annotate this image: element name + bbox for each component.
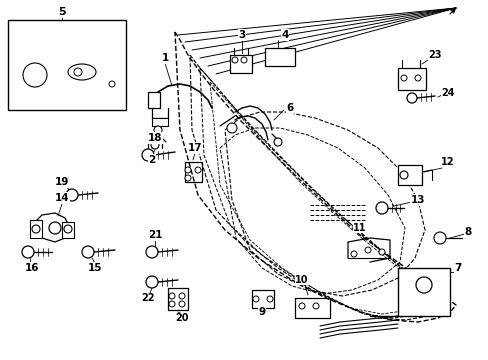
Circle shape bbox=[179, 293, 184, 299]
Circle shape bbox=[231, 57, 238, 63]
Text: 16: 16 bbox=[25, 263, 39, 273]
Bar bbox=[8, 20, 126, 110]
Bar bbox=[397, 268, 449, 316]
Circle shape bbox=[241, 57, 246, 63]
Text: 12: 12 bbox=[440, 157, 454, 167]
Text: 24: 24 bbox=[440, 88, 454, 98]
Text: 10: 10 bbox=[295, 275, 308, 285]
Ellipse shape bbox=[68, 64, 96, 80]
Circle shape bbox=[433, 232, 445, 244]
Circle shape bbox=[226, 123, 237, 133]
Text: 23: 23 bbox=[427, 50, 441, 60]
Circle shape bbox=[400, 75, 406, 81]
Circle shape bbox=[184, 167, 191, 173]
Circle shape bbox=[64, 225, 72, 233]
Text: 7: 7 bbox=[453, 263, 461, 273]
Circle shape bbox=[22, 246, 34, 258]
Text: 13: 13 bbox=[410, 195, 425, 205]
Bar bbox=[264, 48, 294, 66]
Text: 1: 1 bbox=[161, 53, 168, 63]
Bar bbox=[229, 55, 251, 73]
Circle shape bbox=[298, 303, 305, 309]
Text: 6: 6 bbox=[286, 103, 293, 113]
Text: 4: 4 bbox=[281, 30, 288, 40]
Bar bbox=[152, 118, 168, 126]
Text: 21: 21 bbox=[147, 230, 162, 240]
Circle shape bbox=[406, 93, 416, 103]
Bar bbox=[397, 165, 421, 185]
Circle shape bbox=[378, 249, 384, 255]
Circle shape bbox=[169, 293, 175, 299]
Circle shape bbox=[146, 246, 158, 258]
Circle shape bbox=[350, 251, 356, 257]
Circle shape bbox=[375, 202, 387, 214]
Circle shape bbox=[154, 126, 162, 134]
Text: 19: 19 bbox=[55, 177, 69, 187]
Circle shape bbox=[266, 296, 272, 302]
Circle shape bbox=[252, 296, 259, 302]
Circle shape bbox=[414, 75, 420, 81]
Circle shape bbox=[146, 276, 158, 288]
Circle shape bbox=[312, 303, 318, 309]
Text: 5: 5 bbox=[58, 7, 66, 17]
Text: 11: 11 bbox=[352, 223, 366, 233]
Circle shape bbox=[184, 175, 191, 181]
Bar bbox=[62, 222, 74, 238]
Circle shape bbox=[169, 301, 175, 307]
Circle shape bbox=[179, 301, 184, 307]
Bar bbox=[148, 92, 160, 108]
Circle shape bbox=[23, 63, 47, 87]
Text: 3: 3 bbox=[238, 30, 245, 40]
Bar bbox=[30, 220, 42, 238]
Circle shape bbox=[109, 81, 115, 87]
Bar bbox=[397, 68, 425, 90]
Text: 9: 9 bbox=[258, 307, 265, 317]
Circle shape bbox=[195, 167, 201, 173]
Bar bbox=[251, 290, 273, 308]
Text: 17: 17 bbox=[187, 143, 202, 153]
Circle shape bbox=[142, 149, 154, 161]
Text: 20: 20 bbox=[175, 313, 188, 323]
Text: 15: 15 bbox=[87, 263, 102, 273]
Circle shape bbox=[49, 222, 61, 234]
Text: 8: 8 bbox=[464, 227, 470, 237]
Text: 2: 2 bbox=[148, 155, 155, 165]
Circle shape bbox=[32, 225, 40, 233]
Circle shape bbox=[399, 171, 407, 179]
Circle shape bbox=[415, 277, 431, 293]
Circle shape bbox=[82, 246, 94, 258]
Circle shape bbox=[74, 68, 82, 76]
Text: 14: 14 bbox=[55, 193, 69, 203]
Text: 22: 22 bbox=[141, 293, 154, 303]
Circle shape bbox=[364, 247, 370, 253]
Circle shape bbox=[273, 138, 282, 146]
Circle shape bbox=[151, 141, 159, 149]
Text: 18: 18 bbox=[147, 133, 162, 143]
Circle shape bbox=[66, 189, 78, 201]
